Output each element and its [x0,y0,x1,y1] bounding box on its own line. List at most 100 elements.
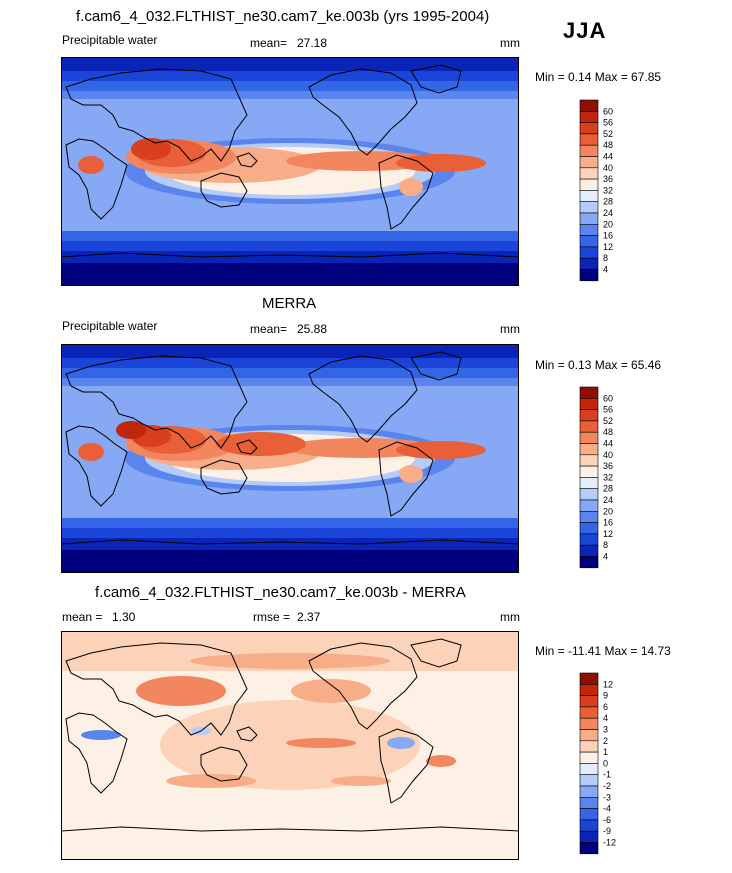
colorbar-box-8 [579,190,599,203]
colorbar-box-10 [579,212,599,225]
colorbar-box-6 [579,740,599,753]
colorbar-tick-label: 40 [603,450,613,460]
colorbar-box-1 [579,684,599,696]
colorbar-box-3 [579,420,599,433]
colorbar-box-14 [579,830,599,843]
map-band-3 [61,378,519,386]
coastline-7 [60,252,520,258]
map-field-region-11 [216,432,306,456]
map-band-7 [61,251,519,263]
map-field-region-2 [291,679,371,703]
colorbar-box-10 [579,785,599,798]
coastline-6 [410,638,462,668]
map-band-8 [61,263,519,286]
coastline-6 [410,351,462,381]
map-band-8 [61,550,519,573]
coastline-2 [200,459,248,495]
panel1-map [60,57,520,286]
colorbar-box-11 [579,224,599,236]
season-label: JJA [563,18,607,43]
colorbar-tick-label: 8 [603,253,608,263]
colorbar-box-11 [579,797,599,809]
colorbar-tick-label: 52 [603,416,613,426]
colorbar-box-9 [579,201,599,214]
map-field-region-8 [426,755,456,767]
colorbar-box-0 [579,99,599,112]
colorbar-box-12 [579,522,599,535]
colorbar-box-9 [579,488,599,501]
colorbar-box-8 [579,477,599,490]
panel2-units: mm [500,322,520,336]
map-band-7 [61,538,519,550]
map-band-2 [61,81,519,91]
colorbar-tick-label: 8 [603,540,608,550]
colorbar-tick-label: 24 [603,208,613,218]
panel2-minmax: Min = 0.13 Max = 65.46 [535,358,662,372]
coastline-5 [378,728,434,804]
colorbar-box-7 [579,751,599,764]
map-field-region-7 [396,441,486,459]
map-band-6 [61,528,519,538]
colorbar-box-1 [579,111,599,123]
colorbar-tick-label: -12 [603,838,616,848]
map-band-5 [61,231,519,241]
coastline-2 [200,172,248,208]
map-field-region-7 [396,154,486,172]
colorbar-tick-label: 0 [603,758,608,768]
colorbar-tick-label: 6 [603,702,608,712]
colorbar-box-13 [579,533,599,546]
coastline-3 [236,152,258,168]
colorbar-tick-label: -2 [603,781,611,791]
coastline-2 [200,746,248,782]
colorbar-tick-label: -6 [603,815,611,825]
colorbar-box-9 [579,774,599,787]
colorbar-tick-label: 12 [603,242,613,252]
colorbar-box-12 [579,235,599,248]
colorbar-box-14 [579,257,599,270]
colorbar-tick-label: 12 [603,679,613,689]
map-band-0 [61,57,519,71]
colorbar-tick-label: 24 [603,495,613,505]
colorbar-tick-label: 20 [603,219,613,229]
coastline-4 [308,642,418,730]
colorbar-tick-label: 44 [603,152,613,162]
map-frame [61,631,519,860]
coastline-1 [65,138,128,220]
colorbar-tick-label: 9 [603,691,608,701]
colorbar-tick-label: 36 [603,461,613,471]
colorbar-tick-label: 4 [603,552,608,562]
coastline-7 [60,826,520,832]
panel2-mean-value: 25.88 [297,322,328,336]
colorbar-box-10 [579,499,599,512]
coastline-1 [65,425,128,507]
colorbar-tick-label: 28 [603,484,613,494]
panel3-minmax: Min = -11.41 Max = 14.73 [535,644,671,658]
coastline-3 [236,439,258,455]
colorbar-box-14 [579,544,599,557]
colorbar-tick-label: 60 [603,106,613,116]
map-band-1 [61,358,519,368]
map-band-1 [61,71,519,81]
colorbar-tick-label: 12 [603,529,613,539]
map-frame [61,344,519,573]
panel3-mean-label: mean = [62,610,103,624]
coastline-1 [65,712,128,794]
panel2-variable: Precipitable water [62,319,158,333]
colorbar-box-13 [579,819,599,832]
panel1-mean-label: mean= [250,36,288,50]
colorbar-box-2 [579,409,599,422]
colorbar-tick-label: -9 [603,826,611,836]
colorbar-box-5 [579,729,599,742]
coastline-6 [410,64,462,94]
colorbar-tick-label: 28 [603,197,613,207]
map-field-region-3 [286,738,356,748]
map-band-4 [61,217,519,231]
colorbar-tick-label: -4 [603,804,611,814]
coastline-7 [60,539,520,545]
panel3-map [60,631,520,860]
colorbar-box-2 [579,122,599,135]
panel3-mean-value: 1.30 [112,610,136,624]
